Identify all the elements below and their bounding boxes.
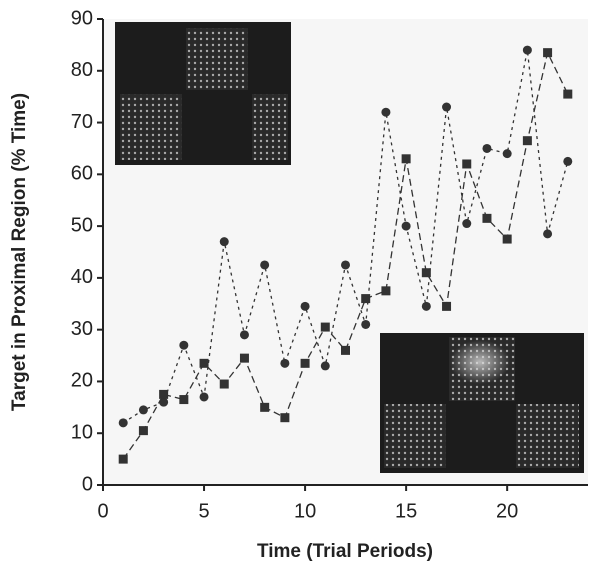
y-tick-label: 30 xyxy=(71,318,93,340)
square-marker xyxy=(280,413,290,423)
circle-marker xyxy=(442,102,452,112)
square-marker xyxy=(341,345,350,355)
y-tick-label: 20 xyxy=(71,370,93,392)
y-tick-label: 60 xyxy=(71,163,93,185)
circle-marker xyxy=(300,301,310,311)
square-marker xyxy=(260,402,270,412)
square-marker xyxy=(522,136,532,146)
circle-marker xyxy=(219,237,229,247)
y-tick-label: 0 xyxy=(82,473,93,495)
x-tick-label: 0 xyxy=(97,500,108,522)
circle-marker xyxy=(502,149,512,159)
inset-image xyxy=(115,22,291,165)
square-marker xyxy=(361,294,371,304)
square-marker xyxy=(300,358,310,368)
square-marker xyxy=(320,322,330,332)
y-tick-label: 70 xyxy=(71,111,93,133)
square-marker xyxy=(482,213,492,223)
y-tick-label: 50 xyxy=(71,214,93,236)
square-marker xyxy=(179,395,189,405)
circle-marker xyxy=(341,260,350,270)
square-marker xyxy=(118,454,128,464)
square-marker xyxy=(381,286,391,296)
circle-marker xyxy=(462,219,472,229)
x-axis-label: Time (Trial Periods) xyxy=(257,541,433,562)
circle-marker xyxy=(361,319,371,329)
y-tick-label: 40 xyxy=(71,266,93,288)
square-marker xyxy=(239,353,249,363)
circle-marker xyxy=(482,143,492,153)
series-line xyxy=(122,50,569,460)
circle-marker xyxy=(239,330,249,340)
x-tick-label: 5 xyxy=(198,500,209,522)
y-tick-label: 90 xyxy=(71,7,93,29)
x-tick-label: 20 xyxy=(496,500,518,522)
circle-marker xyxy=(118,418,128,428)
x-tick-label: 15 xyxy=(395,500,417,522)
square-marker xyxy=(563,89,573,99)
circle-marker xyxy=(280,358,290,368)
circle-marker xyxy=(179,340,189,350)
circle-marker xyxy=(522,45,532,55)
square-marker xyxy=(159,389,169,399)
square-marker xyxy=(442,301,452,311)
circle-marker xyxy=(260,260,270,270)
square-marker xyxy=(502,234,512,244)
x-tick-label: 10 xyxy=(294,500,316,522)
circle-marker xyxy=(159,397,169,407)
circle-marker xyxy=(401,221,411,231)
y-tick-label: 10 xyxy=(71,422,93,444)
circle-marker xyxy=(320,361,330,371)
square-marker xyxy=(199,358,209,368)
circle-marker xyxy=(421,301,431,311)
circle-marker xyxy=(543,229,553,239)
square-marker xyxy=(462,159,472,169)
inset-image xyxy=(380,333,584,473)
square-marker xyxy=(543,48,553,58)
y-tick-label: 80 xyxy=(71,59,93,81)
square-marker xyxy=(138,426,148,436)
circle-marker xyxy=(138,405,148,415)
square-marker xyxy=(219,379,229,389)
square-marker xyxy=(421,268,431,278)
circle-marker xyxy=(563,156,573,166)
square-marker xyxy=(401,154,411,164)
circle-marker xyxy=(381,107,391,117)
y-axis-label: Target in Proximal Region (% Time) xyxy=(9,93,30,411)
circle-marker xyxy=(199,392,209,402)
